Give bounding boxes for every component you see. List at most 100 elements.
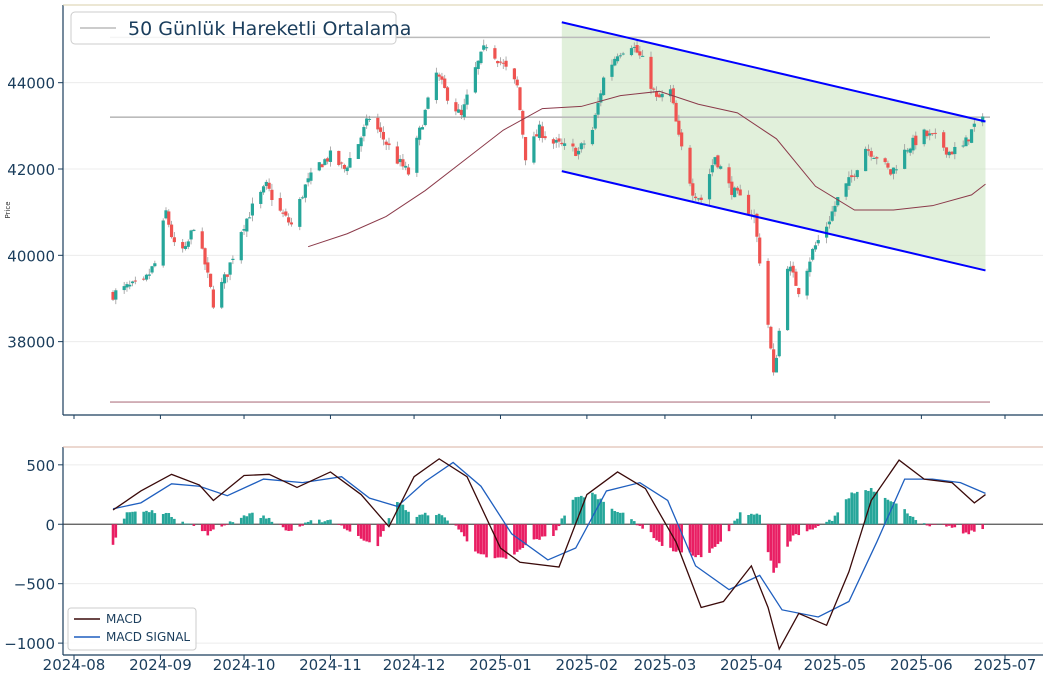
candle-body bbox=[746, 194, 751, 214]
macd-histogram-bar bbox=[462, 524, 466, 537]
macd-histogram-bar bbox=[398, 502, 402, 525]
macd-histogram-bar bbox=[111, 524, 115, 545]
macd-histogram-bar bbox=[961, 524, 965, 534]
macd-histogram-bar bbox=[914, 520, 918, 525]
candle-body bbox=[638, 51, 642, 56]
macd-histogram-bar bbox=[186, 523, 190, 525]
candle-body bbox=[264, 181, 268, 186]
macd-histogram-bar bbox=[869, 488, 873, 525]
macd-histogram-bar bbox=[524, 524, 527, 546]
macd-histogram-bar bbox=[981, 524, 985, 530]
macd-histogram-bar bbox=[167, 513, 171, 525]
candle-body bbox=[200, 231, 204, 249]
macd-histogram-bar bbox=[259, 517, 263, 525]
macd-histogram-bar bbox=[200, 524, 204, 532]
macd-histogram-bar bbox=[557, 524, 561, 527]
macd-histogram-bar bbox=[632, 521, 636, 525]
macd-histogram-bar bbox=[875, 491, 879, 525]
macd-histogram-bar bbox=[786, 524, 789, 547]
candle-body bbox=[864, 148, 868, 172]
macd-histogram-bar bbox=[209, 524, 212, 532]
candle-body bbox=[459, 109, 464, 116]
macd-histogram-bar bbox=[513, 524, 516, 555]
price-panel: 38000 40000 42000 44000 Price 50 Günlük Harek… bbox=[4, 4, 1043, 416]
macd-signal-line bbox=[112, 461, 986, 618]
candle-body bbox=[211, 289, 215, 308]
macd-histogram-bar bbox=[844, 499, 848, 525]
candle-body bbox=[309, 172, 313, 181]
macd-histogram-bar bbox=[883, 497, 887, 525]
candle-body bbox=[535, 134, 539, 137]
macd-histogram-bar bbox=[691, 524, 695, 556]
macd-histogram-bar bbox=[713, 524, 717, 547]
candle-body bbox=[855, 170, 859, 178]
candle-body bbox=[905, 150, 910, 152]
macd-histogram-bar bbox=[582, 497, 586, 525]
candle-body bbox=[908, 148, 912, 153]
macd-histogram-bar bbox=[493, 524, 497, 559]
candle-body bbox=[239, 232, 243, 261]
macd-histogram-bar bbox=[945, 524, 948, 527]
macd-histogram-bar bbox=[485, 524, 488, 558]
macd-histogram-bar bbox=[908, 515, 912, 525]
candle-body bbox=[359, 137, 363, 147]
macd-histogram-bar bbox=[407, 511, 410, 525]
candle-body bbox=[883, 158, 887, 163]
macd-histogram-bar bbox=[192, 524, 196, 526]
candle-body bbox=[473, 67, 477, 93]
candle-body bbox=[730, 181, 734, 195]
candle-body bbox=[562, 143, 567, 146]
macd-histogram-bar bbox=[928, 524, 932, 527]
candle-body bbox=[836, 197, 840, 206]
macd-histogram-bar bbox=[699, 524, 703, 558]
candle-body bbox=[348, 158, 352, 168]
candle-body bbox=[891, 167, 896, 174]
candle-body bbox=[289, 222, 294, 225]
candle-body bbox=[328, 150, 333, 162]
candle-body bbox=[206, 262, 210, 273]
candle-body bbox=[872, 157, 876, 159]
macd-histogram-bar bbox=[855, 491, 859, 525]
macd-histogram-bar bbox=[903, 509, 906, 525]
candle-body bbox=[462, 104, 466, 118]
macd-histogram-bar bbox=[538, 524, 541, 540]
candle-body bbox=[231, 258, 235, 260]
macd-histogram-bar bbox=[571, 499, 575, 525]
macd-histogram-bar bbox=[532, 524, 536, 540]
macd-histogram-bar bbox=[423, 512, 427, 525]
candle-body bbox=[889, 169, 893, 175]
macd-histogram-bar bbox=[206, 524, 210, 536]
macd-histogram-bar bbox=[231, 522, 235, 525]
candle-body bbox=[922, 129, 926, 145]
macd-histogram-bar bbox=[212, 524, 215, 530]
candle-body bbox=[267, 182, 271, 189]
candle-body bbox=[925, 130, 929, 137]
candle-body bbox=[169, 224, 174, 238]
macd-histogram-bar bbox=[697, 524, 700, 556]
macd-histogram-bar bbox=[306, 521, 310, 525]
candle-body bbox=[551, 139, 556, 144]
candle-body bbox=[150, 266, 154, 273]
candle-body bbox=[317, 162, 321, 171]
candle-body bbox=[306, 178, 310, 183]
candle-body bbox=[769, 326, 773, 349]
macd-histogram-bar bbox=[134, 511, 137, 525]
macd-histogram-bar bbox=[752, 514, 756, 525]
candle-body bbox=[827, 221, 831, 225]
x-tick-label: 2025-06 bbox=[890, 656, 953, 674]
macd-histogram-bar bbox=[658, 524, 661, 542]
price-y-tick-label: 38000 bbox=[7, 334, 55, 352]
candle-body bbox=[418, 127, 422, 140]
candle-body bbox=[379, 127, 383, 132]
candle-body bbox=[465, 94, 469, 105]
macd-histogram-bar bbox=[440, 515, 444, 525]
candle-body bbox=[816, 240, 820, 244]
candle-body bbox=[261, 186, 266, 193]
macd-histogram-bar bbox=[326, 520, 329, 525]
candle-body bbox=[777, 330, 781, 357]
macd-histogram-bar bbox=[711, 524, 714, 549]
macd-histogram-bar bbox=[304, 522, 307, 525]
macd-histogram-bar bbox=[278, 524, 282, 525]
macd-histogram-bar bbox=[153, 513, 157, 525]
macd-histogram-bar bbox=[298, 524, 302, 527]
